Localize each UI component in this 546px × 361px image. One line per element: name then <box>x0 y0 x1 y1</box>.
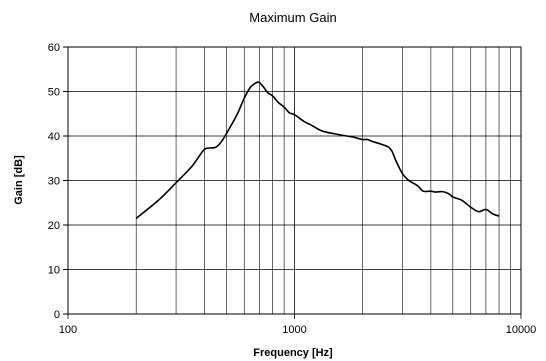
y-tick-label: 0 <box>54 309 60 321</box>
x-axis-label: Frequency [Hz] <box>253 347 333 359</box>
y-tick-label: 50 <box>48 87 60 99</box>
y-tick-label: 20 <box>48 220 60 232</box>
x-tick-label: 100 <box>59 324 77 336</box>
y-tick-label: 40 <box>48 131 60 143</box>
series-line <box>135 81 500 219</box>
x-tick-label: 10000 <box>506 324 537 336</box>
tick-labels: 0 10 20 30 40 50 60 100 1000 10000 <box>48 42 537 336</box>
y-tick-label: 60 <box>48 42 60 54</box>
y-tick-label: 30 <box>48 176 60 188</box>
chart-title: Maximum Gain <box>249 10 336 25</box>
y-axis-label: Gain [dB] <box>13 155 25 205</box>
x-tick-label: 1000 <box>282 324 306 336</box>
grid <box>63 46 522 319</box>
data-lines <box>135 81 500 219</box>
y-tick-label: 10 <box>48 265 60 277</box>
plot-frame <box>67 46 522 315</box>
